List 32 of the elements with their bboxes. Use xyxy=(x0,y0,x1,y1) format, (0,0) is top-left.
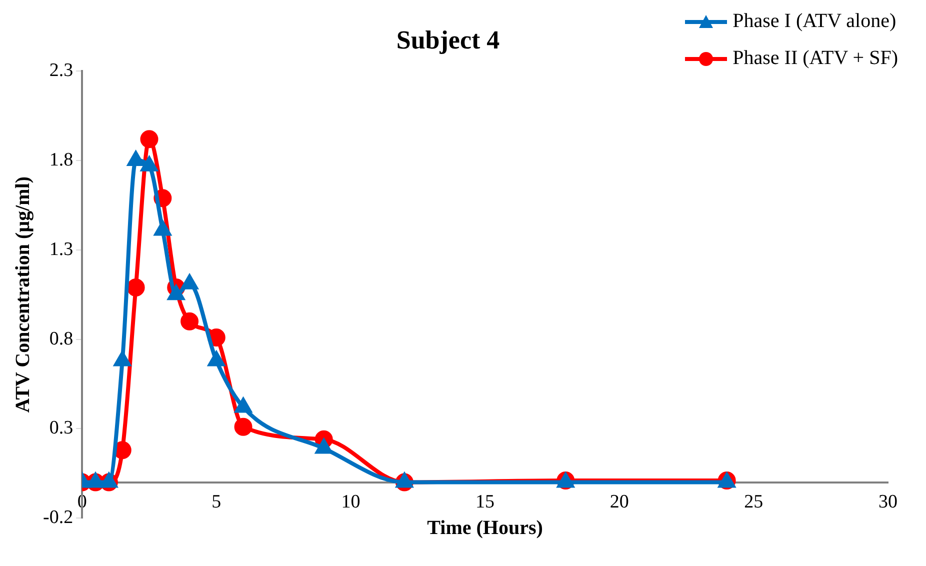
point xyxy=(181,274,198,290)
point xyxy=(316,439,332,454)
x-tick-label: 5 xyxy=(212,492,222,513)
point xyxy=(396,473,413,488)
point xyxy=(128,152,144,166)
point xyxy=(141,156,158,172)
point xyxy=(100,473,118,488)
point xyxy=(154,221,171,236)
legend-label: Phase II (ATV + SF) xyxy=(732,47,898,70)
y-axis-title: ATV Concentration (µg/ml) xyxy=(12,176,34,413)
point xyxy=(168,286,184,300)
y-tick-label: 1.8 xyxy=(49,150,74,171)
point xyxy=(126,278,145,296)
point xyxy=(235,398,252,413)
point xyxy=(87,473,104,488)
x-tick-label: 15 xyxy=(476,492,495,513)
y-tick-label: 1.3 xyxy=(49,238,74,260)
point xyxy=(180,312,199,330)
y-tick-label: 0.8 xyxy=(49,328,74,350)
chart-title: Subject 4 xyxy=(396,25,500,54)
x-tick-label: 25 xyxy=(744,492,764,513)
x-tick-label: 20 xyxy=(610,492,629,513)
legend-label: Phase I (ATV alone) xyxy=(732,10,896,33)
y-tick-label: 2.3 xyxy=(49,60,74,82)
x-axis-title: Time (Hours) xyxy=(427,517,543,540)
point xyxy=(114,352,130,366)
y-tick-label: -0.2 xyxy=(43,506,74,528)
y-tick-label: 0.3 xyxy=(49,418,74,439)
point xyxy=(208,352,224,366)
point xyxy=(234,418,252,436)
x-tick-label: 30 xyxy=(878,492,898,513)
x-tick-label: 10 xyxy=(341,492,360,513)
